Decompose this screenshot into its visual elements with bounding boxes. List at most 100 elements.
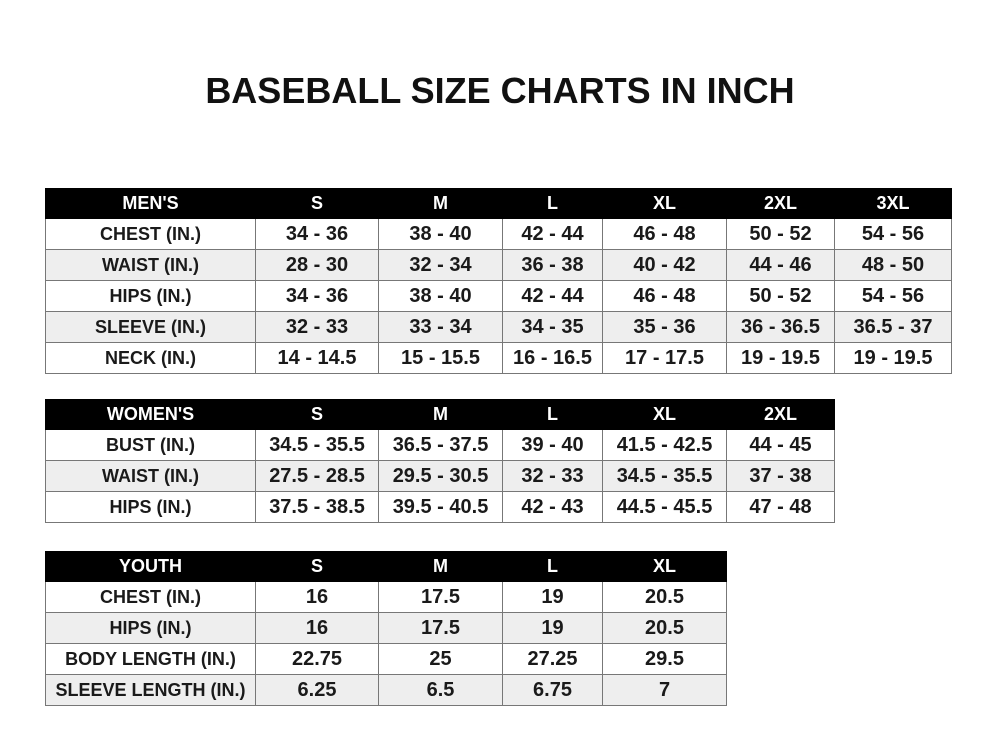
size-value: 39.5 - 40.5 xyxy=(378,491,503,523)
measurement-label: NECK (IN.) xyxy=(45,342,256,374)
size-value: 34 - 36 xyxy=(255,280,379,312)
size-value: 17 - 17.5 xyxy=(602,342,727,374)
size-header: L xyxy=(502,399,603,430)
size-value: 48 - 50 xyxy=(834,249,952,281)
size-value: 41.5 - 42.5 xyxy=(602,429,727,461)
table-row: CHEST (IN.) 16 17.5 19 20.5 xyxy=(45,581,727,613)
table-row: WAIST (IN.) 28 - 30 32 - 34 36 - 38 40 - 42 4… xyxy=(45,249,952,281)
womens-size-table: WOMEN'S S M L XL 2XL BUST (IN.) 34.5 - 35.5 36.5… xyxy=(45,399,835,523)
size-value: 32 - 33 xyxy=(502,460,603,492)
size-value: 32 - 34 xyxy=(378,249,503,281)
size-value: 14 - 14.5 xyxy=(255,342,379,374)
size-value: 37 - 38 xyxy=(726,460,835,492)
size-value: 16 xyxy=(255,581,379,613)
size-value: 36 - 36.5 xyxy=(726,311,835,343)
size-value: 42 - 43 xyxy=(502,491,603,523)
header-row: MEN'S S M L XL 2XL 3XL xyxy=(45,188,952,219)
size-header: M xyxy=(378,188,503,219)
size-value: 29.5 - 30.5 xyxy=(378,460,503,492)
size-value: 44 - 45 xyxy=(726,429,835,461)
size-value: 38 - 40 xyxy=(378,280,503,312)
size-value: 42 - 44 xyxy=(502,280,603,312)
youth-size-table: YOUTH S M L XL CHEST (IN.) 16 17.5 19 20.5 HIPS (I… xyxy=(45,551,727,706)
table-row: SLEEVE (IN.) 32 - 33 33 - 34 34 - 35 35 - 36… xyxy=(45,311,952,343)
size-value: 36.5 - 37 xyxy=(834,311,952,343)
measurement-label: CHEST (IN.) xyxy=(45,218,256,250)
size-value: 27.25 xyxy=(502,643,603,675)
size-value: 50 - 52 xyxy=(726,280,835,312)
size-value: 16 - 16.5 xyxy=(502,342,603,374)
size-value: 42 - 44 xyxy=(502,218,603,250)
size-value: 47 - 48 xyxy=(726,491,835,523)
measurement-label: BODY LENGTH (IN.) xyxy=(45,643,256,675)
size-value: 34.5 - 35.5 xyxy=(602,460,727,492)
size-header: S xyxy=(255,188,379,219)
size-value: 40 - 42 xyxy=(602,249,727,281)
size-value: 6.75 xyxy=(502,674,603,706)
size-value: 33 - 34 xyxy=(378,311,503,343)
measurement-label: SLEEVE (IN.) xyxy=(45,311,256,343)
size-value: 54 - 56 xyxy=(834,280,952,312)
size-header: L xyxy=(502,188,603,219)
size-value: 19 xyxy=(502,612,603,644)
measurement-label: WAIST (IN.) xyxy=(45,249,256,281)
size-header: 3XL xyxy=(834,188,952,219)
size-value: 39 - 40 xyxy=(502,429,603,461)
size-value: 15 - 15.5 xyxy=(378,342,503,374)
table-row: WAIST (IN.) 27.5 - 28.5 29.5 - 30.5 32 - 33… xyxy=(45,460,835,492)
measurement-label: BUST (IN.) xyxy=(45,429,256,461)
size-value: 44.5 - 45.5 xyxy=(602,491,727,523)
measurement-label: SLEEVE LENGTH (IN.) xyxy=(45,674,256,706)
size-value: 34.5 - 35.5 xyxy=(255,429,379,461)
measurement-label: WAIST (IN.) xyxy=(45,460,256,492)
size-value: 46 - 48 xyxy=(602,218,727,250)
size-value: 16 xyxy=(255,612,379,644)
size-value: 44 - 46 xyxy=(726,249,835,281)
size-value: 20.5 xyxy=(602,581,727,613)
table-row: CHEST (IN.) 34 - 36 38 - 40 42 - 44 46 - 48 5… xyxy=(45,218,952,250)
table-row: SLEEVE LENGTH (IN.) 6.25 6.5 6.75 7 xyxy=(45,674,727,706)
size-value: 50 - 52 xyxy=(726,218,835,250)
header-row: WOMEN'S S M L XL 2XL xyxy=(45,399,835,430)
size-value: 28 - 30 xyxy=(255,249,379,281)
size-header: L xyxy=(502,551,603,582)
size-value: 34 - 35 xyxy=(502,311,603,343)
size-value: 20.5 xyxy=(602,612,727,644)
table-row: HIPS (IN.) 34 - 36 38 - 40 42 - 44 46 - 48 50… xyxy=(45,280,952,312)
size-value: 32 - 33 xyxy=(255,311,379,343)
table-row: HIPS (IN.) 37.5 - 38.5 39.5 - 40.5 42 - 43 4… xyxy=(45,491,835,523)
size-value: 6.25 xyxy=(255,674,379,706)
category-header: YOUTH xyxy=(45,551,256,582)
size-header: M xyxy=(378,399,503,430)
size-value: 38 - 40 xyxy=(378,218,503,250)
measurement-label: HIPS (IN.) xyxy=(45,491,256,523)
table-row: HIPS (IN.) 16 17.5 19 20.5 xyxy=(45,612,727,644)
table-row: BUST (IN.) 34.5 - 35.5 36.5 - 37.5 39 - 40 4… xyxy=(45,429,835,461)
category-header: WOMEN'S xyxy=(45,399,256,430)
size-value: 36.5 - 37.5 xyxy=(378,429,503,461)
size-value: 54 - 56 xyxy=(834,218,952,250)
size-value: 6.5 xyxy=(378,674,503,706)
size-value: 29.5 xyxy=(602,643,727,675)
header-row: YOUTH S M L XL xyxy=(45,551,727,582)
size-value: 34 - 36 xyxy=(255,218,379,250)
size-value: 19 xyxy=(502,581,603,613)
size-value: 22.75 xyxy=(255,643,379,675)
table-row: NECK (IN.) 14 - 14.5 15 - 15.5 16 - 16.5 17 … xyxy=(45,342,952,374)
size-header: S xyxy=(255,399,379,430)
size-header: M xyxy=(378,551,503,582)
size-value: 37.5 - 38.5 xyxy=(255,491,379,523)
measurement-label: HIPS (IN.) xyxy=(45,280,256,312)
category-header: MEN'S xyxy=(45,188,256,219)
size-value: 46 - 48 xyxy=(602,280,727,312)
measurement-label: CHEST (IN.) xyxy=(45,581,256,613)
size-value: 19 - 19.5 xyxy=(834,342,952,374)
size-header: 2XL xyxy=(726,399,835,430)
size-header: XL xyxy=(602,399,727,430)
size-value: 25 xyxy=(378,643,503,675)
size-header: XL xyxy=(602,551,727,582)
size-value: 17.5 xyxy=(378,581,503,613)
size-value: 27.5 - 28.5 xyxy=(255,460,379,492)
size-value: 35 - 36 xyxy=(602,311,727,343)
size-value: 17.5 xyxy=(378,612,503,644)
